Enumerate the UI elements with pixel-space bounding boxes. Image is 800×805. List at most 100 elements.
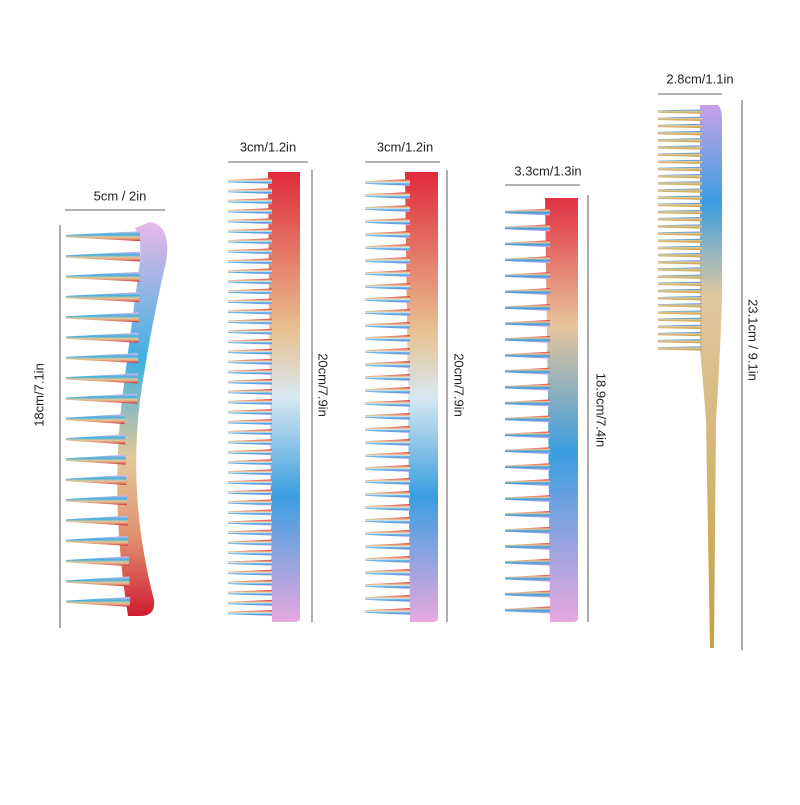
comb <box>658 105 722 648</box>
comb-tooth <box>658 181 702 186</box>
comb-tooth <box>365 296 410 303</box>
comb-tooth <box>658 288 702 294</box>
comb-tooth <box>66 332 139 343</box>
comb-tooth <box>228 248 272 255</box>
comb-tooth <box>365 556 410 563</box>
comb-tooth <box>658 224 702 229</box>
comb-tooth <box>505 272 550 280</box>
comb-tooth <box>66 596 131 607</box>
comb-tooth <box>365 400 410 407</box>
comb-tooth <box>365 582 410 589</box>
comb-tooth <box>66 353 139 364</box>
comb-tooth <box>228 288 272 295</box>
comb-tooth <box>66 434 126 445</box>
comb-tooth <box>228 348 272 355</box>
comb-tooth <box>505 208 550 216</box>
comb-tooth <box>658 123 702 129</box>
comb-tooth <box>66 576 130 587</box>
comb-tooth <box>658 281 702 287</box>
comb-tooth <box>228 599 272 606</box>
comb-tooth <box>228 368 272 375</box>
comb-tooth <box>66 393 138 404</box>
comb-tooth <box>658 346 702 351</box>
width-label: 2.8cm/1.1in <box>666 71 733 86</box>
comb-tooth <box>505 240 550 248</box>
comb-tooth <box>365 569 410 576</box>
comb <box>365 172 438 622</box>
comb-tooth <box>658 159 702 165</box>
comb-tooth <box>228 208 272 215</box>
comb-tooth <box>365 452 410 459</box>
comb-tooth <box>365 530 410 537</box>
comb-tooth <box>66 454 126 465</box>
comb-tooth <box>365 270 410 277</box>
comb-tooth <box>505 351 550 359</box>
comb-tooth <box>658 245 702 251</box>
comb-tooth <box>365 413 410 420</box>
comb-tooth <box>505 431 550 439</box>
comb-tooth <box>505 256 550 264</box>
comb-tooth <box>505 606 550 614</box>
comb-tooth <box>228 188 272 195</box>
comb-tooth <box>658 116 702 121</box>
comb-tooth <box>66 373 138 384</box>
comb-tooth <box>505 304 550 311</box>
comb-tooth <box>658 209 702 215</box>
comb-tooth <box>505 367 550 375</box>
comb-tooth <box>228 238 272 245</box>
comb-tooth <box>66 292 140 303</box>
comb-tooth <box>66 535 129 546</box>
comb-tooth <box>228 198 272 205</box>
comb-tooth <box>505 558 550 566</box>
comb-tooth <box>228 328 272 335</box>
comb-tooth <box>658 231 702 236</box>
comb-tooth <box>66 414 125 424</box>
comb-tooth <box>228 318 272 325</box>
comb-tooth <box>505 479 550 487</box>
comb-tooth <box>658 166 702 172</box>
comb-tooth <box>365 283 410 290</box>
comb-tooth <box>505 383 550 391</box>
comb-tooth <box>228 278 272 285</box>
comb-tooth <box>365 426 410 433</box>
length-label: 18cm/7.1in <box>31 363 46 427</box>
comb-tooth <box>658 274 702 279</box>
comb-tooth <box>228 539 272 546</box>
comb-tooth <box>228 469 272 476</box>
comb-tooth <box>658 217 702 222</box>
comb-tooth <box>228 519 272 526</box>
width-label: 5cm / 2in <box>94 188 147 203</box>
comb-tooth <box>228 218 272 225</box>
comb-tooth <box>228 419 272 426</box>
comb-tooth <box>66 515 128 526</box>
comb-tooth <box>505 590 550 598</box>
comb-tooth <box>365 478 410 485</box>
comb-tooth <box>505 447 550 455</box>
length-label: 23.1cm / 9.1in <box>746 299 761 381</box>
comb-tooth <box>505 335 550 343</box>
comb-tooth <box>228 409 272 416</box>
comb-tooth <box>66 271 140 282</box>
length-label: 20cm/7.9in <box>316 353 331 417</box>
comb-tooth <box>365 192 410 199</box>
comb-spine <box>117 222 168 616</box>
comb-tooth <box>658 317 702 322</box>
comb-tooth <box>658 188 702 193</box>
comb-tooth <box>365 608 410 615</box>
comb-tooth <box>228 268 272 275</box>
comb <box>66 222 168 616</box>
comb-tooth <box>658 252 702 258</box>
comb-tooth <box>228 378 272 385</box>
comb-tooth <box>365 205 410 212</box>
comb-tooth <box>505 463 550 471</box>
comb-tooth <box>228 358 272 365</box>
comb-tooth <box>658 295 702 301</box>
comb-spine <box>268 172 300 622</box>
comb-tooth <box>365 439 410 446</box>
comb-tooth <box>228 298 272 305</box>
comb-tooth <box>505 542 550 550</box>
comb-tooth <box>365 374 410 381</box>
comb-tooth <box>505 288 550 296</box>
comb-tooth <box>658 202 702 208</box>
comb-tooth <box>228 569 272 576</box>
